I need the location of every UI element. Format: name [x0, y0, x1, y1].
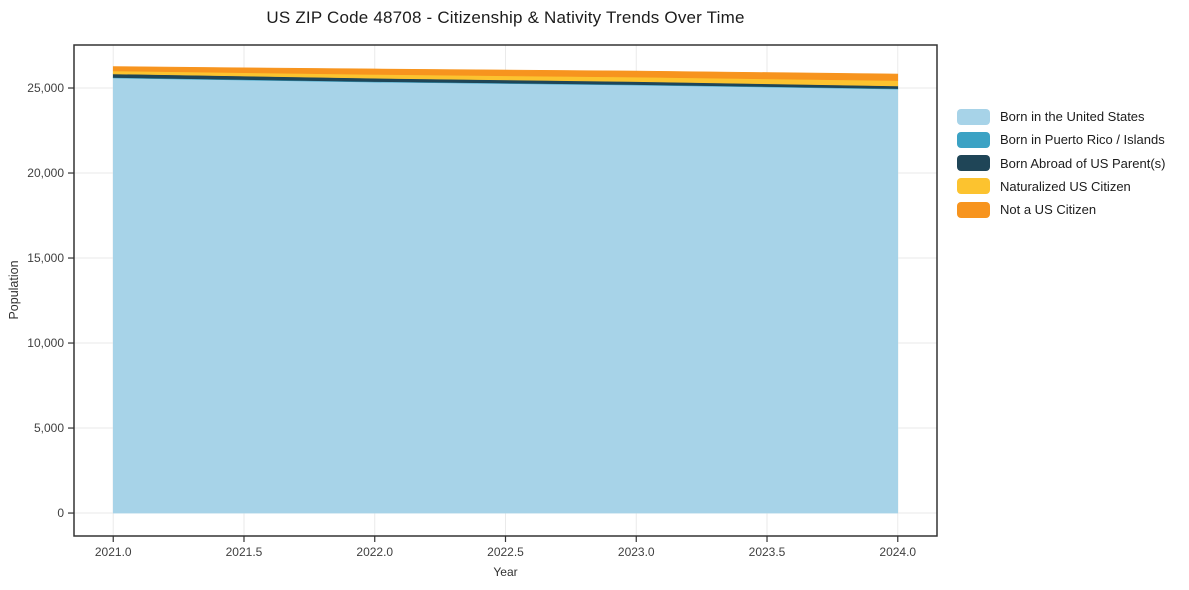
y-tick-label: 25,000 [27, 81, 64, 95]
x-tick-label: 2022.0 [356, 545, 393, 559]
legend-swatch-naturalized [957, 178, 990, 195]
legend-item-puerto-rico: Born in Puerto Rico / Islands [957, 128, 1165, 151]
x-tick-label: 2023.5 [749, 545, 786, 559]
legend-item-born-us: Born in the United States [957, 105, 1165, 128]
x-tick-label: 2024.0 [879, 545, 916, 559]
area-not-a-us-citizen [112, 66, 899, 81]
legend-item-not-citizen: Not a US Citizen [957, 198, 1165, 221]
y-tick-label: 0 [57, 506, 64, 520]
legend-swatch-born-abroad [957, 155, 990, 172]
legend-swatch-puerto-rico [957, 131, 990, 148]
legend-swatch-born-us [957, 108, 990, 125]
x-axis-label: Year [493, 565, 518, 579]
legend: Born in the United States Born in Puerto… [957, 105, 1165, 221]
x-tick-label: 2023.0 [618, 545, 655, 559]
legend-label-not-citizen: Not a US Citizen [1000, 202, 1097, 218]
y-tick-label: 5,000 [34, 421, 64, 435]
legend-item-born-abroad: Born Abroad of US Parent(s) [957, 152, 1165, 175]
y-tick-label: 10,000 [27, 336, 64, 350]
legend-swatch-not-citizen [957, 201, 990, 218]
legend-label-puerto-rico: Born in Puerto Rico / Islands [1000, 132, 1165, 148]
x-tick-label: 2021.5 [226, 545, 263, 559]
legend-label-born-abroad: Born Abroad of US Parent(s) [1000, 155, 1166, 171]
y-axis-label: Population [7, 260, 21, 320]
chart-title: US ZIP Code 48708 - Citizenship & Nativi… [266, 8, 745, 27]
area-born-in-the-united-states [112, 77, 899, 514]
legend-label-naturalized: Naturalized US Citizen [1000, 178, 1131, 194]
x-tick-label: 2022.5 [487, 545, 524, 559]
y-tick-label: 15,000 [27, 251, 64, 265]
legend-item-naturalized: Naturalized US Citizen [957, 175, 1165, 198]
legend-label-born-us: Born in the United States [1000, 109, 1145, 125]
y-tick-label: 20,000 [27, 166, 64, 180]
x-tick-label: 2021.0 [95, 545, 132, 559]
